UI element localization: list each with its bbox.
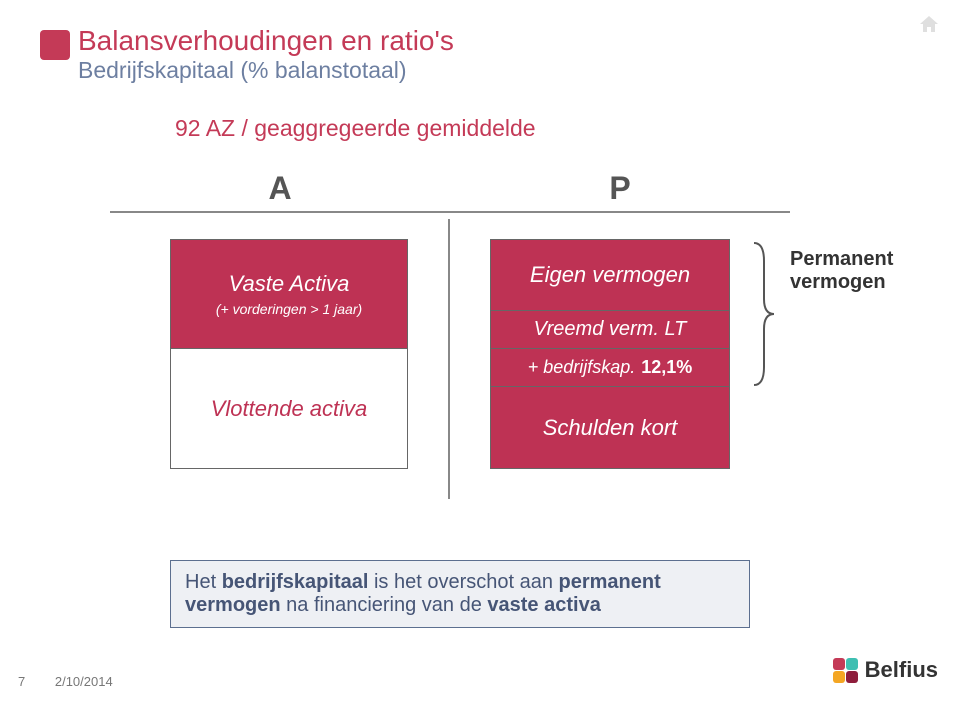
summary-b3: vaste activa: [487, 594, 600, 616]
box-vlottende-activa: Vlottende activa: [170, 349, 408, 469]
bullet-icon: [40, 30, 70, 60]
header-A: A: [110, 170, 450, 207]
header-P: P: [450, 170, 790, 207]
summary-b1: bedrijfskapitaal: [222, 571, 369, 593]
belfius-logo: Belfius: [833, 657, 938, 683]
box-bedrijfskapitaal: + bedrijfskap. 12,1%: [490, 349, 730, 387]
summary-pre: Het: [185, 571, 222, 593]
brace-icon: [748, 241, 776, 387]
footer-date: 2/10/2014: [55, 674, 113, 689]
bedrijf-pct: 12,1%: [641, 357, 692, 378]
slide-title: Balansverhoudingen en ratio's Bedrijfska…: [78, 25, 454, 84]
logo-icon: [833, 657, 859, 683]
summary-box: Het bedrijfskapitaal is het overschot aa…: [170, 560, 750, 628]
balance-diagram: A P Vaste Activa (+ vorderingen > 1 jaar…: [110, 170, 790, 499]
vaste-label: Vaste Activa: [177, 271, 401, 297]
box-schulden-kort: Schulden kort: [490, 387, 730, 469]
page-number: 7: [18, 674, 25, 689]
vaste-sub: (+ vorderingen > 1 jaar): [177, 301, 401, 317]
footer: 7 2/10/2014: [18, 674, 113, 689]
title-main: Balansverhoudingen en ratio's: [78, 25, 454, 57]
logo-text: Belfius: [865, 657, 938, 683]
permanent-vermogen-label: Permanent vermogen: [790, 248, 960, 294]
box-vreemd-lt: Vreemd verm. LT: [490, 311, 730, 349]
box-vaste-activa: Vaste Activa (+ vorderingen > 1 jaar): [170, 239, 408, 349]
column-passiva: Eigen vermogen Vreemd verm. LT + bedrijf…: [450, 219, 790, 499]
home-icon: [918, 14, 940, 39]
column-activa: Vaste Activa (+ vorderingen > 1 jaar) Vl…: [110, 219, 450, 499]
bedrijf-label: + bedrijfskap.: [528, 357, 636, 378]
box-eigen-vermogen: Eigen vermogen: [490, 239, 730, 311]
header-underline: [110, 211, 790, 213]
summary-mid1: is het overschot aan: [368, 571, 558, 593]
title-sub: Bedrijfskapitaal (% balanstotaal): [78, 57, 454, 84]
summary-mid2: na financiering van de: [281, 594, 488, 616]
context-line: 92 AZ / geaggregeerde gemiddelde: [175, 115, 536, 142]
